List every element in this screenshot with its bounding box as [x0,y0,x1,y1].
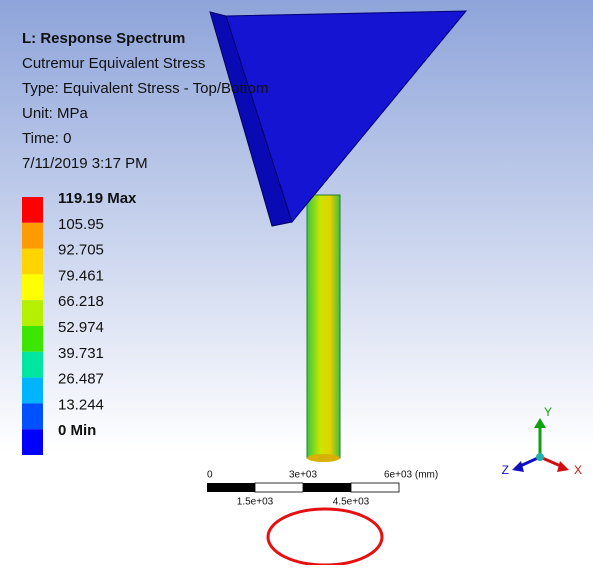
legend-swatch [22,223,43,249]
legend-swatch [22,274,43,300]
legend-label: 66.218 [58,293,104,310]
scale-segment [207,483,255,492]
scale-label: 3e+03 [289,470,318,481]
legend-label: 79.461 [58,267,104,284]
legend-swatch [22,403,43,429]
scale-label: 6e+03 (mm) [384,470,438,481]
viewport: L: Response Spectrum Cutremur Equivalent… [0,0,593,565]
triad-origin [536,453,544,461]
legend-label: 0 Min [58,422,96,439]
legend-swatch [22,429,43,455]
scale-label: 0 [207,470,213,481]
scale-label: 1.5e+03 [237,497,274,508]
scale-segment [255,483,303,492]
legend-label: 39.731 [58,345,104,362]
header-line: Cutremur Equivalent Stress [22,55,205,72]
scale-label: 4.5e+03 [333,497,370,508]
header-line: Time: 0 [22,130,71,147]
axis-y-label: Y [544,405,552,419]
legend-label: 119.19 Max [58,190,137,207]
axis-x-label: X [574,463,582,477]
column [307,195,340,458]
legend-swatch [22,352,43,378]
legend-label: 105.95 [58,216,104,233]
legend-label: 92.705 [58,242,104,259]
header-line: 7/11/2019 3:17 PM [22,155,148,172]
column-base [307,454,340,462]
legend-swatch [22,197,43,223]
header-line: Type: Equivalent Stress - Top/Bottom [22,80,269,97]
scale-segment [303,483,351,492]
legend-label: 26.487 [58,371,104,388]
legend-swatch [22,378,43,404]
legend-swatch [22,249,43,275]
legend-swatch [22,326,43,352]
legend-label: 52.974 [58,319,104,336]
title: L: Response Spectrum [22,30,185,47]
legend-label: 13.244 [58,396,104,413]
legend-swatch [22,300,43,326]
axis-z-label: Z [502,463,509,477]
scale-segment [351,483,399,492]
header-line: Unit: MPa [22,105,89,122]
